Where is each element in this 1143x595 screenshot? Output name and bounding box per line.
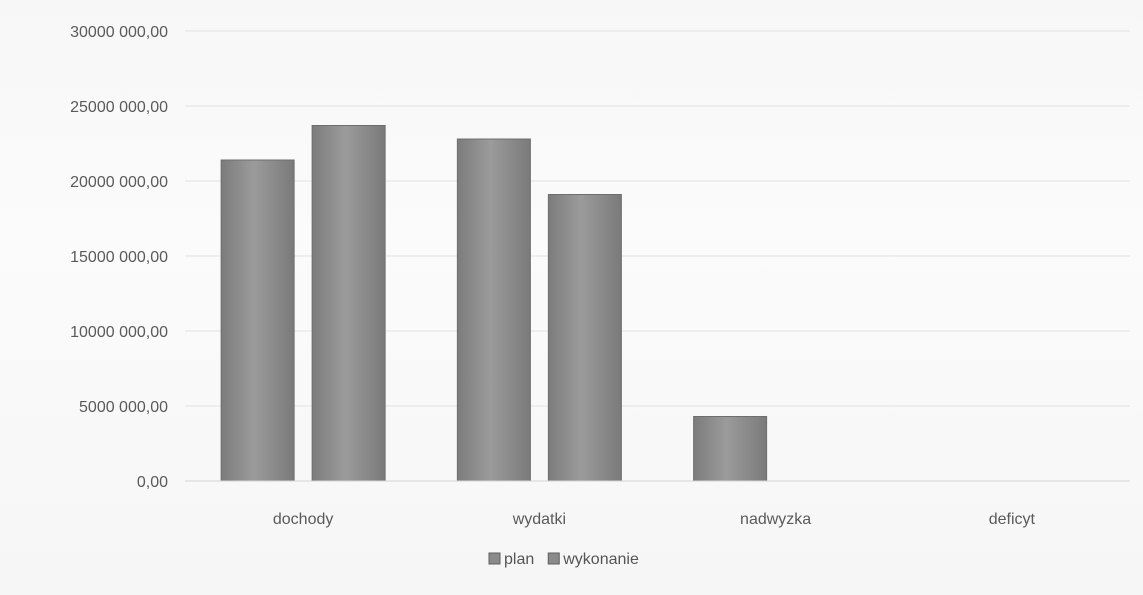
legend-swatch	[547, 552, 560, 565]
legend-swatch	[488, 552, 501, 565]
y-axis-tick-labels: 0,00 5000 000,00 10000 000,00 15000 000,00 2…	[70, 24, 168, 491]
y-tick-label: 10000 000,00	[70, 324, 168, 341]
bar-plan-dochody	[220, 159, 295, 482]
x-tick-label: wydatki	[512, 511, 566, 528]
y-tick-label: 30000 000,00	[70, 24, 168, 41]
y-tick-label: 0,00	[137, 474, 168, 491]
y-tick-label: 15000 000,00	[70, 249, 168, 266]
bars	[220, 125, 768, 482]
legend-label: plan	[504, 551, 534, 568]
legend-label: wykonanie	[562, 551, 639, 568]
bar-plan-nadwyzka	[693, 416, 768, 482]
x-tick-label: dochody	[273, 511, 334, 528]
legend: plan wykonanie	[488, 551, 639, 568]
x-tick-label: deficyt	[989, 511, 1036, 528]
bar-plan-wydatki	[456, 138, 531, 482]
x-axis-category-labels: dochody wydatki nadwyzka deficyt	[273, 511, 1036, 528]
y-tick-label: 20000 000,00	[70, 174, 168, 191]
bar-wykonanie-wydatki	[547, 194, 622, 482]
y-tick-label: 5000 000,00	[79, 399, 168, 416]
x-tick-label: nadwyzka	[740, 511, 811, 528]
y-tick-label: 25000 000,00	[70, 99, 168, 116]
bar-wykonanie-dochody	[311, 125, 386, 482]
